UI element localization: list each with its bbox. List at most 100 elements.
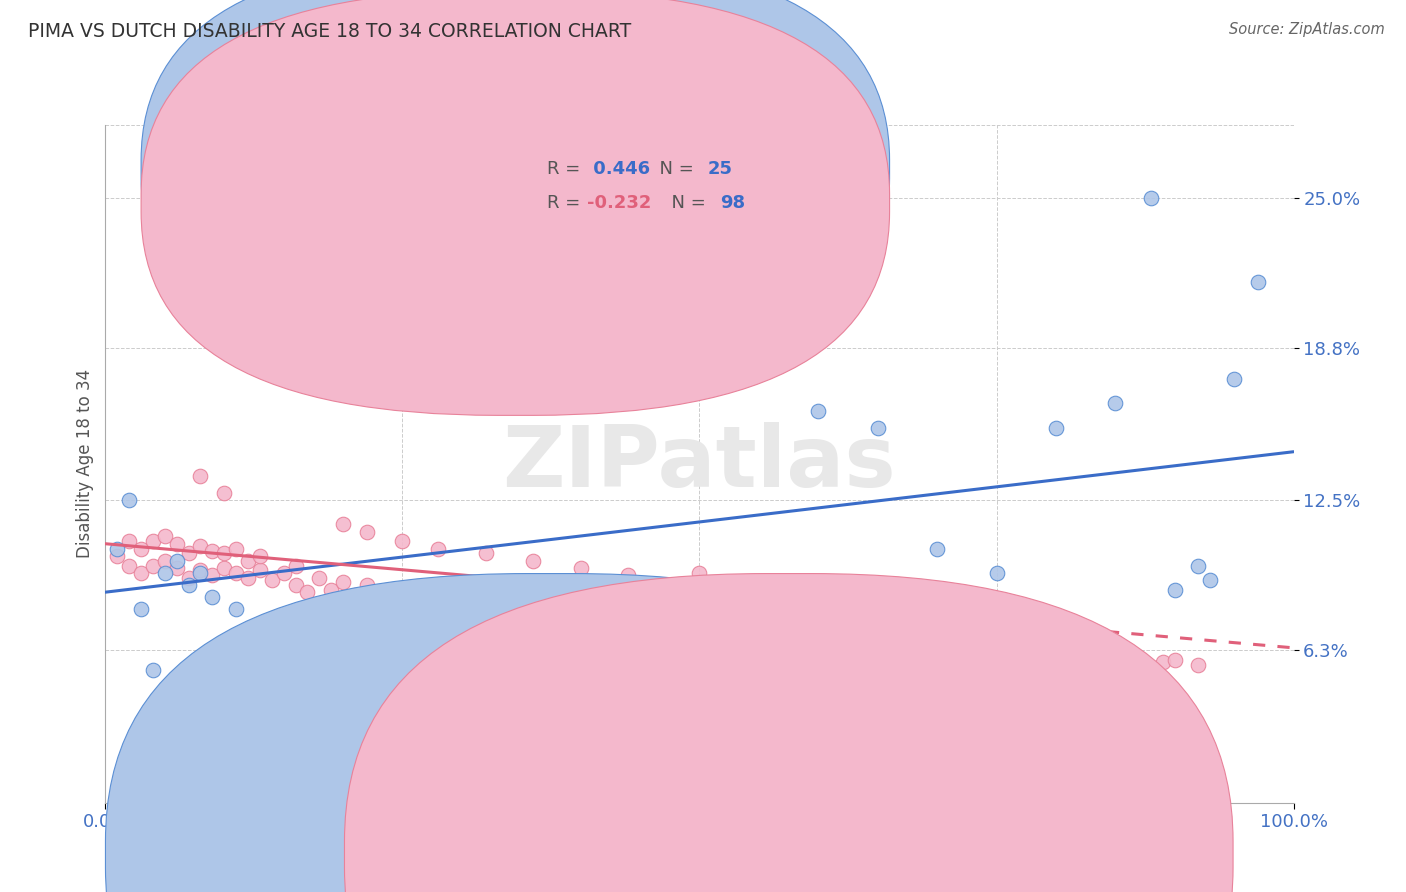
Point <box>1104 396 1126 410</box>
Point <box>807 622 830 636</box>
Point <box>142 663 165 677</box>
Point <box>510 396 533 410</box>
Point <box>249 549 271 563</box>
Point <box>783 629 806 643</box>
Point <box>177 578 200 592</box>
Text: -0.232: -0.232 <box>586 194 651 211</box>
Point <box>866 420 889 434</box>
Point <box>129 566 152 580</box>
Point <box>142 558 165 573</box>
Point <box>711 622 734 636</box>
Point <box>308 571 330 585</box>
Point <box>118 534 141 549</box>
Point <box>973 636 995 650</box>
Point <box>166 537 188 551</box>
FancyBboxPatch shape <box>468 128 789 247</box>
Point <box>260 573 283 587</box>
Point <box>236 554 259 568</box>
Point <box>427 541 450 556</box>
Point <box>450 348 472 362</box>
Point <box>925 631 948 645</box>
Point <box>1247 275 1270 289</box>
Point <box>569 561 592 575</box>
Point <box>807 403 830 417</box>
Point <box>903 639 925 653</box>
Point <box>391 582 413 597</box>
Point <box>772 619 794 633</box>
Text: N =: N = <box>648 160 700 178</box>
Point <box>343 588 366 602</box>
Text: R =: R = <box>547 194 586 211</box>
Point <box>201 590 224 604</box>
Point <box>700 609 723 624</box>
Point <box>153 554 176 568</box>
Y-axis label: Disability Age 18 to 34: Disability Age 18 to 34 <box>76 369 94 558</box>
Point <box>1033 648 1056 662</box>
Point <box>474 590 496 604</box>
Text: Pima: Pima <box>583 846 627 863</box>
Point <box>166 554 188 568</box>
Point <box>842 626 865 640</box>
Point <box>1069 650 1091 665</box>
Point <box>463 605 485 619</box>
Text: N =: N = <box>661 194 711 211</box>
Point <box>332 517 354 532</box>
Point <box>569 573 592 587</box>
Point <box>1140 190 1163 204</box>
Point <box>546 597 568 611</box>
Point <box>201 568 224 582</box>
Point <box>593 602 616 616</box>
Point <box>225 541 247 556</box>
Point <box>652 619 675 633</box>
Point <box>367 590 389 604</box>
Point <box>1187 558 1209 573</box>
Point <box>748 624 770 638</box>
Point <box>748 582 770 597</box>
Point <box>628 607 651 621</box>
Point <box>249 563 271 577</box>
Point <box>404 595 426 609</box>
Point <box>177 571 200 585</box>
Point <box>225 602 247 616</box>
Point <box>617 568 640 582</box>
Point <box>129 602 152 616</box>
Text: 0.446: 0.446 <box>586 160 650 178</box>
Point <box>297 585 319 599</box>
Point <box>225 566 247 580</box>
Point <box>214 546 236 560</box>
Point <box>1045 420 1067 434</box>
Point <box>153 566 176 580</box>
Point <box>284 558 307 573</box>
Point <box>153 529 176 543</box>
Point <box>569 609 592 624</box>
Point <box>190 563 212 577</box>
Point <box>986 643 1008 657</box>
Point <box>510 595 533 609</box>
Point <box>1164 582 1187 597</box>
Point <box>273 566 295 580</box>
Point <box>866 633 889 648</box>
Point <box>118 493 141 508</box>
Text: Dutch: Dutch <box>823 846 876 863</box>
Point <box>522 554 544 568</box>
Text: ZIPatlas: ZIPatlas <box>502 422 897 506</box>
FancyBboxPatch shape <box>141 0 890 382</box>
Point <box>356 578 378 592</box>
Point <box>1199 573 1222 587</box>
Point <box>332 575 354 590</box>
Point <box>879 629 901 643</box>
Point <box>1010 639 1032 653</box>
Point <box>1128 650 1150 665</box>
Point <box>1187 657 1209 672</box>
Point <box>201 544 224 558</box>
Point <box>142 534 165 549</box>
Point <box>498 607 520 621</box>
Point <box>534 612 557 626</box>
Point <box>807 602 830 616</box>
Point <box>735 614 758 628</box>
Point <box>236 650 259 665</box>
Point <box>190 566 212 580</box>
Point <box>1045 643 1067 657</box>
Point <box>474 546 496 560</box>
Point <box>190 539 212 553</box>
